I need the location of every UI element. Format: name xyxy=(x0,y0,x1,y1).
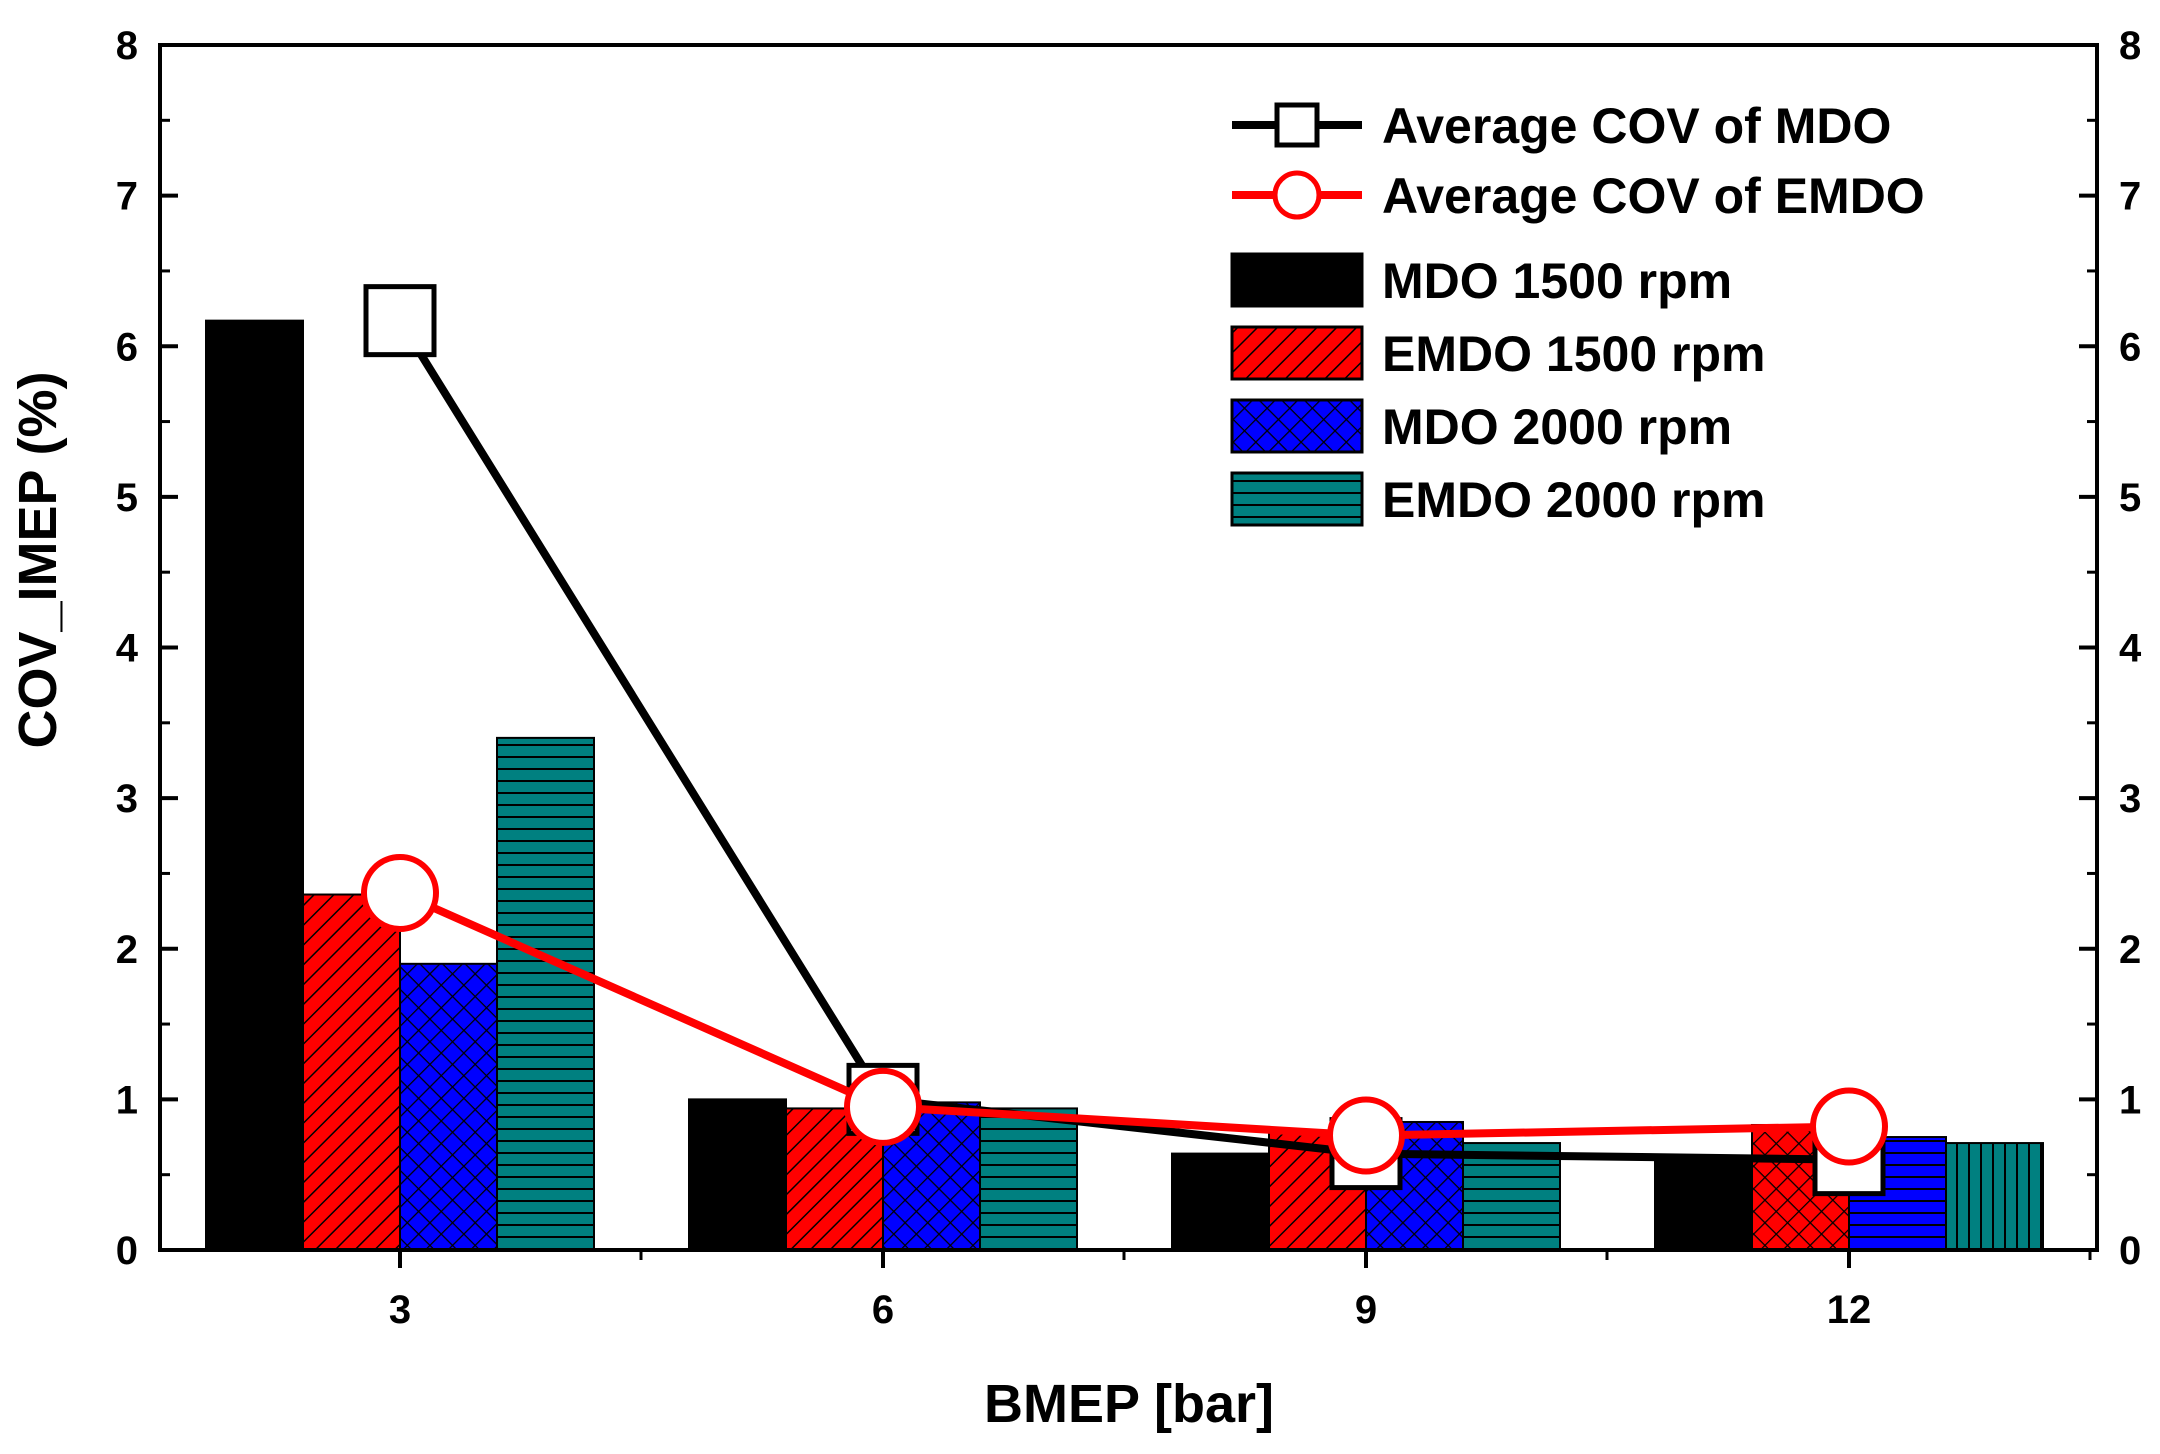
line-average-emdo xyxy=(398,889,1850,1140)
legend-item-mdo-2000-rpm: MDO 2000 rpm xyxy=(1230,398,1732,455)
x-tick-label: 3 xyxy=(389,1288,411,1332)
y2-tick-label: 6 xyxy=(2119,325,2141,369)
bar-mdo-1500-rpm-6 xyxy=(688,1098,787,1251)
y-tick-label: 8 xyxy=(116,24,138,68)
legend-swatch-bar xyxy=(1230,252,1364,308)
y-tick-label: 6 xyxy=(116,325,138,369)
legend-label: Average COV of EMDO xyxy=(1382,168,1925,224)
y-tick-label: 7 xyxy=(116,175,138,219)
legend-label: EMDO 1500 rpm xyxy=(1382,326,1765,382)
line-average-mdo xyxy=(396,318,1850,1164)
y2-tick-label: 7 xyxy=(2119,175,2141,219)
x-tick-label: 12 xyxy=(1827,1288,1872,1332)
legend-label: MDO 1500 rpm xyxy=(1382,253,1732,309)
bar-emdo-2000-rpm-6 xyxy=(979,1107,1078,1251)
y2-tick-label: 0 xyxy=(2119,1229,2141,1273)
bar-mdo-2000-rpm-3 xyxy=(399,962,498,1251)
y-tick-label: 3 xyxy=(116,777,138,821)
y2-tick-label: 3 xyxy=(2119,777,2141,821)
legend-item-average-mdo: Average COV of MDO xyxy=(1232,98,1891,154)
y2-tick-label: 8 xyxy=(2119,24,2141,68)
y-tick-label: 5 xyxy=(116,476,138,520)
marker-average-emdo-6 xyxy=(844,1067,922,1146)
legend-swatch-bar xyxy=(1230,325,1364,381)
legend-item-emdo-2000-rpm: EMDO 2000 rpm xyxy=(1230,471,1765,528)
bar-emdo-2000-rpm-3 xyxy=(496,736,595,1251)
legend-marker-circle xyxy=(1272,170,1322,220)
y-axis-title: COV_IMEP (%) xyxy=(8,371,68,748)
bar-mdo-1500-rpm-9 xyxy=(1171,1152,1270,1251)
marker-average-emdo-12 xyxy=(1810,1087,1888,1166)
legend-item-emdo-1500-rpm: EMDO 1500 rpm xyxy=(1230,325,1765,382)
ticks-layer: 0 01 12 23 34 45 56 67 78 83 6 9 12 xyxy=(116,24,2142,1332)
y2-tick-label: 5 xyxy=(2119,476,2141,520)
x-tick-label: 9 xyxy=(1355,1288,1377,1332)
bars-layer xyxy=(205,319,2044,1252)
legend-item-mdo-1500-rpm: MDO 1500 rpm xyxy=(1230,252,1732,309)
lines-layer xyxy=(361,284,1888,1197)
bar-emdo-1500-rpm-3 xyxy=(302,893,401,1252)
legend-label: Average COV of MDO xyxy=(1382,98,1891,154)
legend-label: EMDO 2000 rpm xyxy=(1382,472,1765,528)
bar-mdo-1500-rpm-12 xyxy=(1654,1158,1753,1251)
marker-average-mdo-3 xyxy=(363,284,437,358)
y-tick-label: 0 xyxy=(116,1229,138,1273)
legend-marker-square xyxy=(1274,102,1320,148)
x-axis-title: BMEP [bar] xyxy=(984,1374,1274,1434)
y-tick-label: 2 xyxy=(116,928,138,972)
y-tick-label: 1 xyxy=(116,1078,138,1122)
marker-average-emdo-9 xyxy=(1327,1096,1405,1175)
legend-label: MDO 2000 rpm xyxy=(1382,399,1732,455)
legend-swatch-bar xyxy=(1230,471,1364,527)
bar-mdo-1500-rpm-3 xyxy=(205,319,304,1251)
bar-emdo-2000-rpm-12 xyxy=(1945,1142,2044,1252)
y2-tick-label: 2 xyxy=(2119,928,2141,972)
y2-tick-label: 1 xyxy=(2119,1078,2141,1122)
legend: Average COV of MDO Average COV of EMDO MDO… xyxy=(1230,98,1925,528)
legend-item-average-emdo: Average COV of EMDO xyxy=(1232,168,1925,224)
legend-swatch-bar xyxy=(1230,398,1364,454)
y2-tick-label: 4 xyxy=(2119,627,2142,671)
x-tick-label: 6 xyxy=(872,1288,894,1332)
marker-average-emdo-3 xyxy=(361,854,439,933)
y-tick-label: 4 xyxy=(116,627,139,671)
